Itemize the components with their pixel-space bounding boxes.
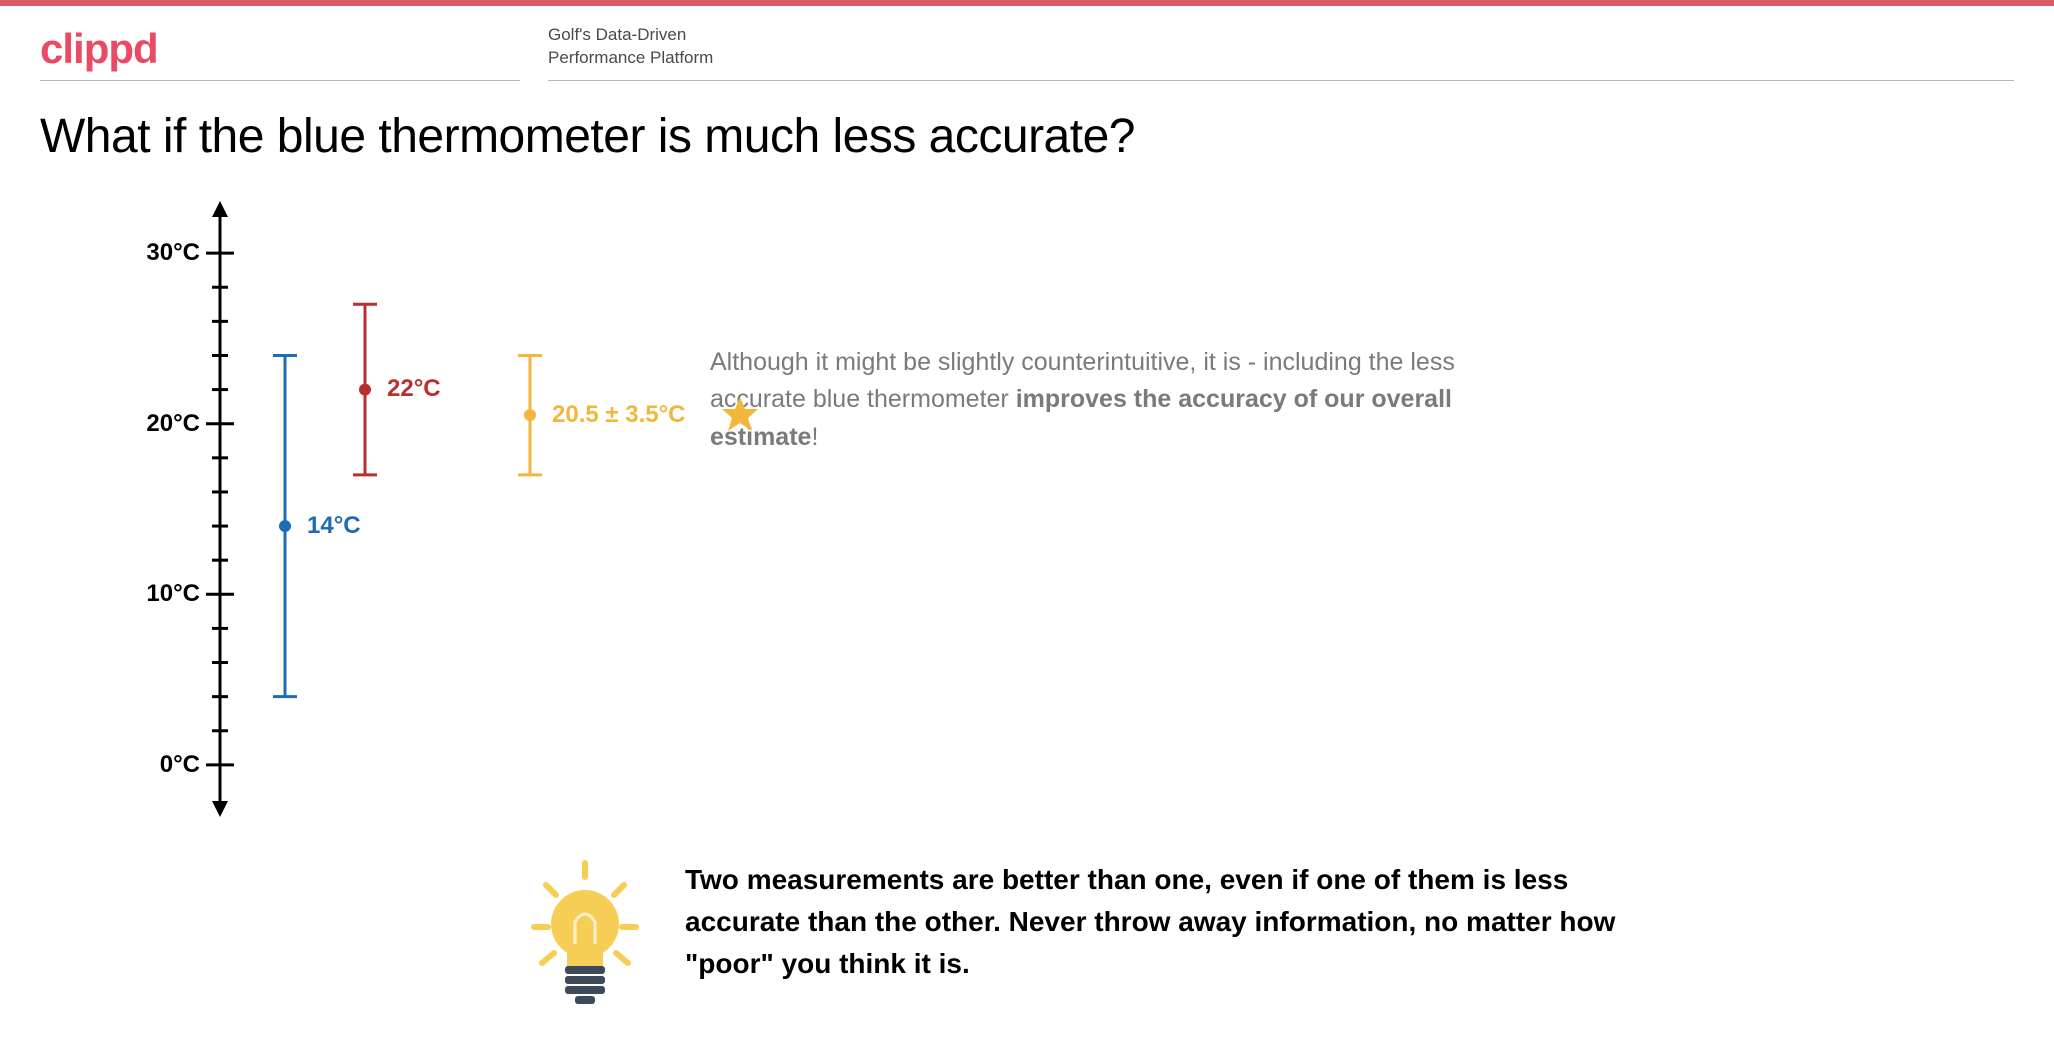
- slide-title: What if the blue thermometer is much les…: [0, 91, 2054, 164]
- tagline-line1: Golf's Data-Driven: [548, 24, 2014, 47]
- tagline: Golf's Data-Driven Performance Platform: [548, 24, 2014, 81]
- insight-text: Two measurements are better than one, ev…: [685, 859, 1645, 985]
- explanation-column: Although it might be slightly counterint…: [710, 199, 2014, 819]
- lightbulb-icon: [520, 859, 650, 1009]
- axis-tick-label: 20°C: [120, 410, 200, 438]
- logo-block: clippd: [40, 28, 520, 81]
- series-label-combined: 20.5 ± 3.5°C: [552, 401, 686, 429]
- explanation-text: Although it might be slightly counterint…: [710, 344, 1530, 457]
- series-label-blue: 14°C: [307, 512, 361, 540]
- chart-svg: [40, 199, 680, 819]
- insight-row: Two measurements are better than one, ev…: [480, 819, 2054, 1009]
- axis-tick-label: 10°C: [120, 580, 200, 608]
- content-area: 0°C 10°C 20°C 30°C 14°C 22°C 20.5 ± 3.5°C Alth…: [0, 164, 2054, 819]
- brand-logo: clippd: [40, 28, 520, 70]
- axis-tick-label: 0°C: [120, 751, 200, 779]
- thermometer-chart: 0°C10°C20°C30°C14°C22°C20.5 ± 3.5°C: [40, 199, 680, 819]
- star-icon: [720, 395, 760, 440]
- explain-post: !: [811, 423, 818, 451]
- tagline-line2: Performance Platform: [548, 47, 2014, 70]
- header: clippd Golf's Data-Driven Performance Pl…: [0, 6, 2054, 91]
- series-label-red: 22°C: [387, 375, 441, 403]
- axis-tick-label: 30°C: [120, 239, 200, 267]
